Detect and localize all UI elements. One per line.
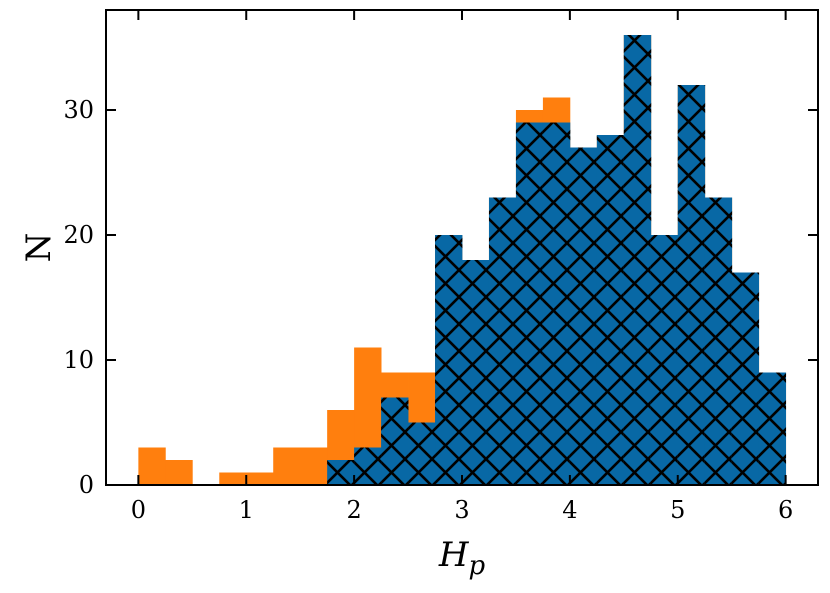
x-tick-label-1: 1	[239, 496, 254, 524]
bar-hatch-series-1-bin-10	[408, 422, 436, 485]
x-axis-label-main: H	[438, 535, 470, 575]
bar-hatch-series-1-bin-8	[354, 447, 382, 485]
bar-hatch-series-1-bin-9	[381, 397, 409, 485]
x-axis-label-sub: p	[469, 551, 486, 581]
bar-series-0-bin-6	[300, 447, 328, 485]
bar-series-0-bin-4	[246, 472, 274, 485]
y-axis-label: N	[19, 233, 59, 263]
bar-hatch-series-1-bin-11	[435, 235, 463, 485]
bar-hatch-series-1-bin-13	[488, 197, 517, 485]
bar-series-0-bin-0	[138, 447, 166, 485]
x-tick-label-0: 0	[131, 496, 146, 524]
bar-series-0-bin-3	[219, 472, 247, 485]
plot-frame	[105, 9, 819, 486]
x-axis-label: Hp	[438, 535, 486, 581]
y-tick-label-0: 0	[79, 471, 94, 499]
bar-series-0-bin-5	[273, 447, 301, 485]
bar-hatch-series-1-bin-19	[650, 235, 679, 485]
bar-hatch-series-1-bin-17	[596, 135, 625, 485]
x-tick-label-5: 5	[670, 496, 685, 524]
bar-hatch-series-1-bin-14	[515, 122, 544, 485]
bar-hatch-series-1-bin-23	[758, 372, 787, 485]
x-tick-label-2: 2	[346, 496, 361, 524]
y-tick-label-20: 20	[63, 221, 94, 249]
y-tick-label-10: 10	[63, 346, 94, 374]
x-tick-label-4: 4	[562, 496, 577, 524]
bar-hatch-series-1-bin-7	[327, 460, 355, 485]
bars-layer	[138, 35, 787, 485]
bar-hatch-series-1-bin-20	[677, 85, 706, 485]
ticks-layer: 0 1 2 3 4 5 6 0 10 20 30	[63, 10, 818, 524]
x-tick-label-3: 3	[454, 496, 469, 524]
x-tick-label-6: 6	[778, 496, 793, 524]
bar-hatch-series-1-bin-21	[704, 197, 733, 485]
bar-hatch-series-1-bin-12	[462, 260, 490, 485]
bar-hatch-series-1-bin-22	[731, 272, 760, 485]
bar-hatch-series-1-bin-16	[569, 147, 598, 485]
bar-hatch-series-1-bin-18	[623, 35, 652, 485]
y-tick-label-30: 30	[63, 96, 94, 124]
bar-series-0-bin-1	[165, 460, 193, 485]
bar-hatch-series-1-bin-15	[542, 122, 571, 485]
